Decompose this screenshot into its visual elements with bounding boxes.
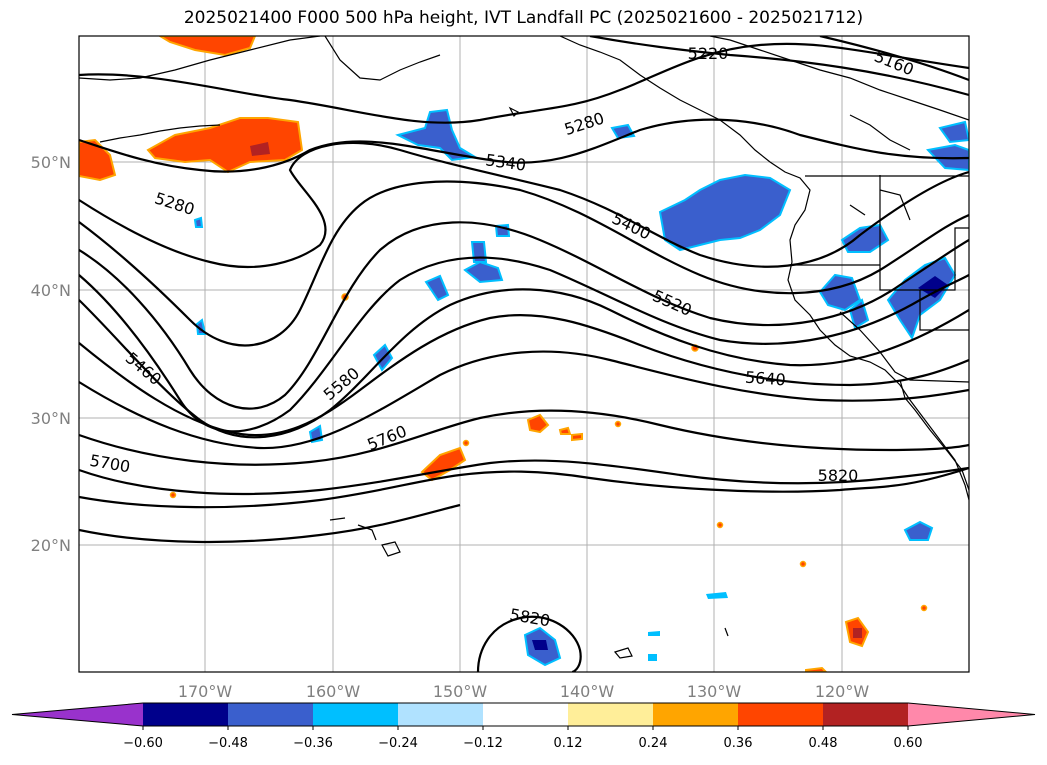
lon-label: 170°W [178,682,233,701]
longitude-labels: 170°W 160°W 150°W 140°W 130°W 120°W [178,682,870,701]
lat-label: 20°N [31,536,71,555]
lon-label: 130°W [687,682,742,701]
lat-label: 30°N [31,409,71,428]
colorbar-tick-label: 0.48 [809,736,838,751]
contour-label: 5220 [688,44,729,63]
colorbar-tick-label: 0.36 [724,736,753,751]
map-title: 2025021400 F000 500 hPa height, IVT Land… [183,8,864,28]
colorbar-segment [568,703,653,726]
lon-label: 160°W [306,682,361,701]
colorbar-tick-label: 0.24 [639,736,668,751]
colorbar-segment [398,703,483,726]
colorbar-segment [653,703,738,726]
colorbar-segment [228,703,313,726]
colorbar-extend-high [908,703,1035,726]
colorbar-extend-low [12,703,143,726]
lon-label: 140°W [560,682,615,701]
contour-label: 5820 [818,466,859,485]
colorbar-segment [483,703,568,726]
colorbar-tick-label: −0.60 [123,736,163,751]
colorbar: −0.60 −0.48 −0.36 −0.24 −0.12 0.12 0.24 0.36 0.4… [11,702,1036,751]
map-border [78,35,970,673]
colorbar-tick-label: −0.12 [463,736,503,751]
lon-label: 150°W [433,682,488,701]
colorbar-tick-label: −0.24 [378,736,418,751]
latitude-labels: 50°N 40°N 30°N 20°N [31,153,71,555]
colorbar-tick-label: 0.60 [894,736,923,751]
contour-label: 5640 [744,368,786,390]
colorbar-tick-label: 0.12 [554,736,583,751]
ivt-positive-areas [79,36,928,672]
lon-label: 120°W [815,682,870,701]
colorbar-segment [143,703,228,726]
colorbar-segment [738,703,823,726]
colorbar-tick-label: −0.48 [208,736,248,751]
colorbar-segment [823,703,908,726]
colorbar-segment [313,703,398,726]
lat-label: 50°N [31,153,71,172]
lat-label: 40°N [31,281,71,300]
height-contours [79,36,969,672]
colorbar-tick-label: −0.36 [293,736,333,751]
